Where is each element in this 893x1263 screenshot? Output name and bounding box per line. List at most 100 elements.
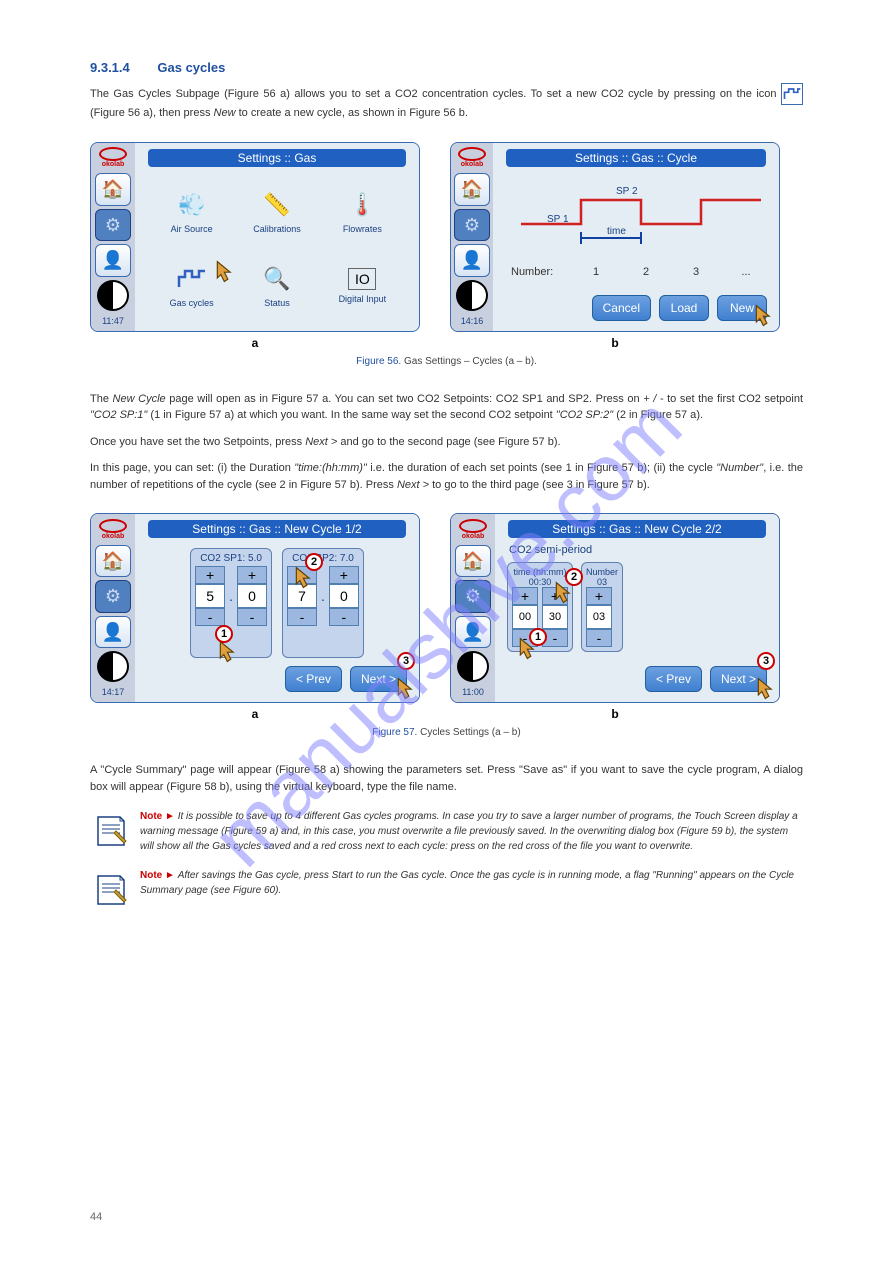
load-button[interactable]: Load [659, 295, 709, 321]
cycle-graph-icon: SP 2 SP 1 time [501, 173, 771, 263]
main-area: Settings :: Gas :: New Cycle 1/2 CO2 SP1… [135, 514, 419, 702]
gas-cycles-icon [781, 83, 803, 105]
plus-button[interactable]: + [329, 566, 359, 584]
status-button[interactable]: 👤 [455, 616, 491, 649]
flowrates-item[interactable]: 🌡️Flowrates [324, 177, 401, 247]
lead: Figure 57. [372, 727, 420, 738]
sidebar: okolab 🏠 ⚙ 👤 11:47 [91, 143, 135, 331]
contrast-button[interactable] [97, 651, 129, 682]
magnifier-icon: 🔍 [260, 264, 294, 294]
callout-3: 3 [397, 652, 415, 670]
screen-a-wrap: okolab 🏠 ⚙ 👤 11:47 Settings :: Gas 💨Air … [90, 142, 420, 350]
settings-button[interactable]: ⚙ [455, 580, 491, 613]
minus-button[interactable]: - [329, 608, 359, 626]
t: Next > [397, 479, 429, 491]
plus-button[interactable]: + [237, 566, 267, 584]
t: "Number" [716, 462, 763, 474]
cycle-graph-area: SP 2 SP 1 time Number: 1 2 3 [501, 173, 771, 291]
sp1-title: CO2 SP1: 5.0 [200, 553, 262, 564]
plus-button[interactable]: + [512, 587, 538, 605]
t: "CO2 SP:2" [556, 409, 613, 421]
paragraph4: In this page, you can set: (i) the Durat… [90, 460, 803, 493]
lead: Figure 56. [356, 356, 404, 367]
air-source-item[interactable]: 💨Air Source [153, 177, 230, 247]
t: In this page, you can set: (i) the Durat… [90, 462, 294, 474]
svg-text:SP 2: SP 2 [616, 186, 638, 197]
thermometer-icon: 🌡️ [345, 190, 379, 220]
home-button[interactable]: 🏠 [95, 173, 131, 206]
settings-grid: 💨Air Source 📏Calibrations 🌡️Flowrates Ga… [143, 173, 411, 325]
settings-button[interactable]: ⚙ [95, 580, 131, 613]
gas-cycles-item[interactable]: Gas cycles [153, 251, 230, 321]
note2-text: Note ► After savings the Gas cycle, pres… [140, 868, 803, 898]
sidebar: okolab 🏠 ⚙ 👤 14:16 [451, 143, 493, 331]
prev-button[interactable]: < Prev [645, 666, 702, 692]
plus-button[interactable]: + [586, 587, 612, 605]
clock: 14:16 [461, 316, 484, 326]
screen-b2-wrap: okolab 🏠 ⚙ 👤 11:00 Settings :: Gas :: Ne… [450, 513, 780, 721]
callout-1: 1 [529, 628, 547, 646]
decimal-dot: . [229, 588, 233, 626]
prev-button[interactable]: < Prev [285, 666, 342, 692]
minus-button[interactable]: - [237, 608, 267, 626]
t: Once you have set the two Setpoints, pre… [90, 436, 305, 448]
calibrations-item[interactable]: 📏Calibrations [238, 177, 315, 247]
decimal-dot: . [321, 588, 325, 626]
value: 03 [586, 605, 612, 629]
svg-text:time: time [607, 226, 626, 237]
text: Gas Settings – Cycles (a – b). [404, 356, 537, 367]
value: 00 [512, 605, 538, 629]
n2: 2 [621, 266, 671, 278]
minus-button[interactable]: - [195, 608, 225, 626]
status-button[interactable]: 👤 [454, 244, 490, 277]
minus-button[interactable]: - [287, 608, 317, 626]
next-button[interactable]: Next > [350, 666, 407, 692]
contrast-button[interactable] [456, 280, 488, 311]
plus-button[interactable]: + [542, 587, 568, 605]
t: Next > [305, 436, 337, 448]
status-button[interactable]: 👤 [95, 244, 131, 277]
minus-button[interactable]: - [586, 629, 612, 647]
value: 30 [542, 605, 568, 629]
screen-a1: okolab 🏠 ⚙ 👤 11:47 Settings :: Gas 💨Air … [90, 142, 420, 332]
panel-label-a: a [252, 336, 259, 350]
new-button[interactable]: New [717, 295, 767, 321]
label: Status [264, 298, 290, 308]
ref: Figure 56 a [228, 88, 287, 100]
home-button[interactable]: 🏠 [95, 545, 131, 578]
panel-label-a: a [252, 707, 259, 721]
home-button[interactable]: 🏠 [454, 173, 490, 206]
t: ) at which you want. In the same way set… [231, 409, 556, 421]
settings-button[interactable]: ⚙ [454, 209, 490, 242]
label: Calibrations [253, 224, 301, 234]
text: ) allows you to set a CO2 concentration … [286, 88, 781, 100]
new-ref: New [214, 107, 236, 119]
contrast-button[interactable] [457, 651, 489, 682]
plus-button[interactable]: + [195, 566, 225, 584]
digital-input-item[interactable]: IODigital Input [324, 251, 401, 321]
settings-button[interactable]: ⚙ [95, 209, 131, 242]
screen-b2: okolab 🏠 ⚙ 👤 11:00 Settings :: Gas :: Ne… [450, 513, 780, 703]
t: (2 in [613, 409, 641, 421]
text: Cycles Settings (a – b) [420, 727, 521, 738]
panel-label-b: b [611, 707, 618, 721]
number-value: 03 [586, 577, 618, 587]
ref: Figure 56 b [409, 107, 465, 119]
next-button[interactable]: Next > [710, 666, 767, 692]
callout-1: 1 [215, 625, 233, 643]
number-row: Number: 1 2 3 ... [501, 266, 771, 278]
t: page will open as in Figure 57 a. You ca… [166, 393, 644, 405]
home-button[interactable]: 🏠 [455, 545, 491, 578]
time-value: 00:30 [512, 577, 568, 587]
status-item[interactable]: 🔍 Status [238, 251, 315, 321]
sp2-dec-stepper: + 0 - [329, 566, 359, 626]
label: Gas cycles [170, 298, 214, 308]
clock: 14:17 [102, 687, 125, 697]
cancel-button[interactable]: Cancel [592, 295, 651, 321]
status-button[interactable]: 👤 [95, 616, 131, 649]
value: 5 [195, 584, 225, 608]
screen-b1: okolab 🏠 ⚙ 👤 14:16 Settings :: Gas :: Cy… [450, 142, 780, 332]
n-dots: ... [721, 266, 771, 278]
contrast-button[interactable] [97, 280, 129, 311]
semi-period-group: time (hh:mm) 00:30 + 00 - + 30 [503, 558, 771, 656]
